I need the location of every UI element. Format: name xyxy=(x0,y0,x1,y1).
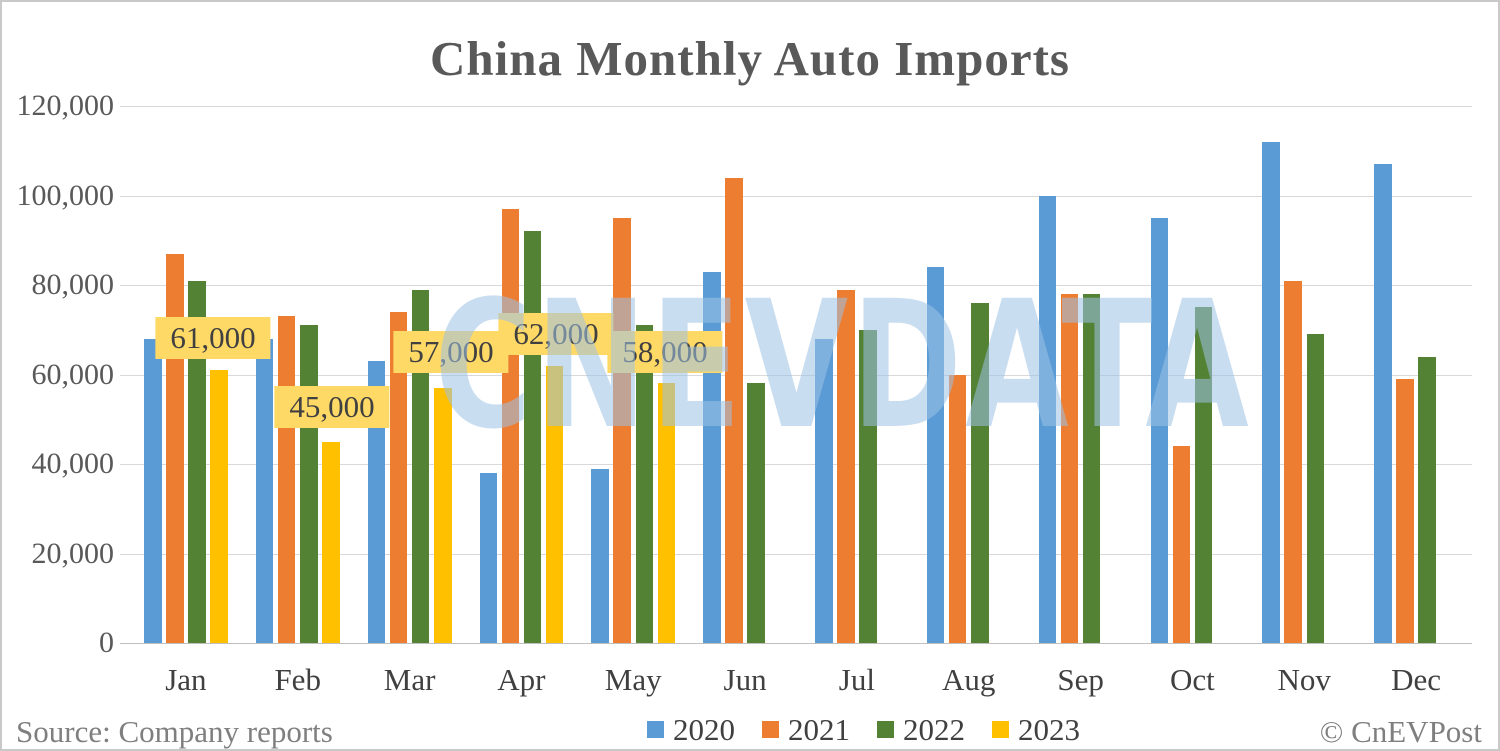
bar-jul-2021 xyxy=(837,289,855,643)
bar-jun-2021 xyxy=(725,177,743,643)
bar-apr-2020 xyxy=(479,473,497,643)
x-axis-label-nov: Nov xyxy=(1277,662,1331,697)
bar-jan-2021 xyxy=(166,253,184,643)
bar-nov-2022 xyxy=(1306,334,1324,643)
bar-oct-2022 xyxy=(1194,307,1213,643)
gridline-40000 xyxy=(120,464,1472,465)
bar-dec-2022 xyxy=(1418,356,1436,643)
gridline-80000 xyxy=(120,285,1472,286)
bar-may-2021 xyxy=(613,217,631,643)
bar-jan-2023 xyxy=(210,370,228,643)
x-axis-label-sep: Sep xyxy=(1057,662,1104,697)
x-axis-label-apr: Apr xyxy=(497,662,546,697)
bar-may-2020 xyxy=(591,468,609,643)
legend-label-2020: 2020 xyxy=(673,712,735,747)
x-axis-label-aug: Aug xyxy=(942,662,996,697)
legend-swatch-2023 xyxy=(992,721,1009,738)
x-axis-label-feb: Feb xyxy=(274,662,321,697)
bar-mar-2023 xyxy=(434,387,452,643)
legend: 2020 2021 2022 2023 xyxy=(647,714,1080,745)
gridline-60000 xyxy=(120,374,1472,376)
legend-label-2021: 2021 xyxy=(788,712,850,747)
legend-item-2021: 2021 xyxy=(762,714,850,745)
data-label-jan-2023: 61,000 xyxy=(155,317,271,359)
bar-jul-2022 xyxy=(859,329,877,644)
copyright-text: © CnEVPost xyxy=(1319,714,1482,749)
y-axis-label: 20,000 xyxy=(31,536,115,570)
bar-aug-2021 xyxy=(948,374,967,643)
data-label-mar-2023: 57,000 xyxy=(393,331,509,373)
gridline-0 xyxy=(120,643,1472,644)
bar-may-2022 xyxy=(635,325,653,643)
legend-swatch-2020 xyxy=(647,721,664,738)
bar-feb-2020 xyxy=(255,338,274,643)
legend-label-2023: 2023 xyxy=(1018,712,1080,747)
data-label-feb-2023: 45,000 xyxy=(274,386,390,428)
bar-nov-2021 xyxy=(1284,280,1302,643)
x-axis-label-mar: Mar xyxy=(383,662,436,697)
legend-label-2022: 2022 xyxy=(903,712,965,747)
x-axis-label-may: May xyxy=(604,662,662,697)
bar-dec-2021 xyxy=(1396,379,1414,643)
data-label-apr-2023: 62,000 xyxy=(498,313,614,355)
bar-feb-2023 xyxy=(322,441,340,643)
y-axis-label: 120,000 xyxy=(16,89,115,122)
y-axis-label: 60,000 xyxy=(31,357,115,391)
bar-aug-2020 xyxy=(926,267,945,643)
legend-item-2022: 2022 xyxy=(877,714,965,745)
bar-nov-2020 xyxy=(1262,141,1280,643)
bar-mar-2021 xyxy=(389,311,408,643)
gridline-120000 xyxy=(120,106,1472,107)
bar-jan-2020 xyxy=(144,338,162,643)
bar-dec-2020 xyxy=(1374,164,1392,643)
y-axis-label: 40,000 xyxy=(31,447,115,480)
bar-sep-2020 xyxy=(1038,195,1057,643)
bar-feb-2021 xyxy=(277,316,296,643)
gridline-100000 xyxy=(120,195,1472,197)
x-axis-label-jun: Jun xyxy=(723,662,767,697)
bar-mar-2020 xyxy=(367,361,386,643)
x-axis-label-jul: Jul xyxy=(838,662,875,697)
bar-jul-2020 xyxy=(815,338,833,643)
y-axis-label: 80,000 xyxy=(31,268,115,301)
x-axis-label-oct: Oct xyxy=(1170,662,1215,697)
bar-may-2023 xyxy=(657,383,676,643)
legend-item-2023: 2023 xyxy=(992,714,1080,745)
y-axis-label: 0 xyxy=(99,626,114,659)
chart-title: China Monthly Auto Imports xyxy=(430,31,1070,86)
source-text: Source: Company reports xyxy=(16,714,333,749)
bar-sep-2022 xyxy=(1082,293,1101,643)
gridline-20000 xyxy=(120,553,1472,555)
bar-jun-2022 xyxy=(747,383,765,643)
legend-item-2020: 2020 xyxy=(647,714,735,745)
bar-oct-2020 xyxy=(1150,217,1168,643)
x-axis-label-dec: Dec xyxy=(1391,662,1442,697)
bar-aug-2022 xyxy=(971,302,989,643)
bar-oct-2021 xyxy=(1172,446,1191,643)
data-label-may-2023: 58,000 xyxy=(607,331,723,373)
x-axis-label-jan: Jan xyxy=(165,662,207,697)
legend-swatch-2022 xyxy=(877,721,894,738)
bar-mar-2022 xyxy=(411,289,430,643)
legend-swatch-2021 xyxy=(762,721,779,738)
bar-sep-2021 xyxy=(1060,293,1079,643)
bar-jan-2022 xyxy=(188,280,206,643)
watermark-cnevdata: CNEVDATA xyxy=(434,263,1252,468)
y-axis-label: 100,000 xyxy=(16,178,115,212)
bar-feb-2022 xyxy=(300,325,318,643)
bar-apr-2023 xyxy=(545,365,564,643)
